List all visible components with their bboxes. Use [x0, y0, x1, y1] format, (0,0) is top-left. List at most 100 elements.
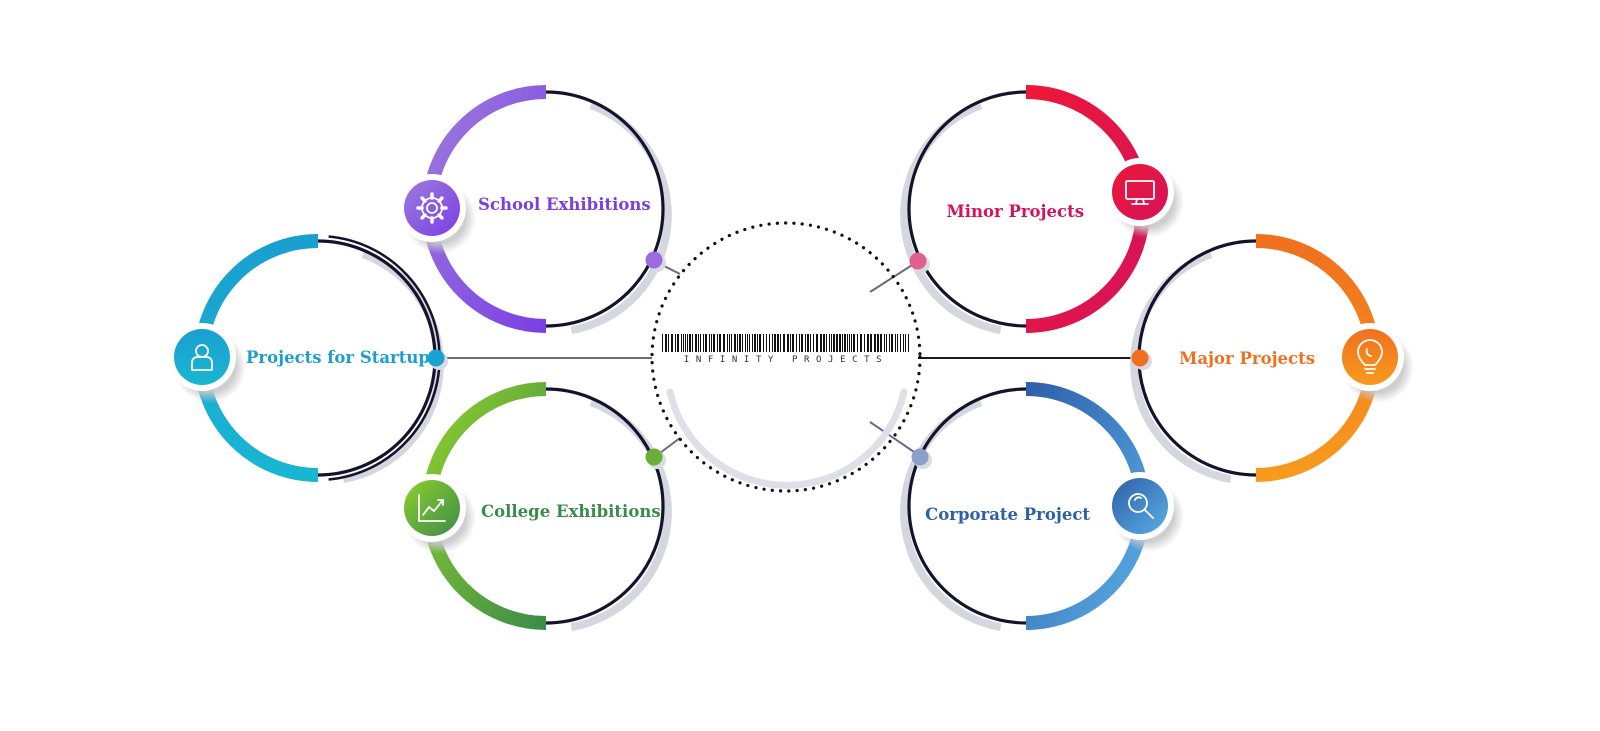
barcode-bar	[774, 334, 776, 352]
connector-dot	[909, 252, 927, 270]
barcode-bar	[860, 334, 862, 352]
barcode-bar	[807, 334, 809, 352]
barcode-bar	[831, 334, 832, 352]
badge-corporate	[1112, 478, 1168, 534]
barcode-bar	[734, 334, 736, 352]
barcode-bar	[847, 334, 848, 352]
barcode-bar	[820, 334, 822, 352]
barcode-bar	[731, 334, 732, 352]
node-corporate: Corporate Project	[900, 382, 1184, 632]
chart-icon	[418, 494, 446, 522]
barcode-bar	[742, 334, 743, 352]
barcode-bar	[884, 334, 885, 352]
barcode-bar	[713, 334, 715, 352]
center-title: INFINITY PROJECTS	[684, 355, 888, 365]
barcode-bar	[849, 334, 850, 352]
barcode-bar	[895, 334, 896, 352]
barcode-bar	[816, 334, 818, 352]
barcode-bar	[844, 334, 846, 352]
ring-dark	[907, 387, 1027, 625]
barcode-bar	[689, 334, 691, 352]
nodes-layer: School Exhibitions Projects for Startups C…	[168, 85, 1414, 632]
barcode-bar	[700, 334, 701, 352]
barcode-logo	[662, 334, 909, 352]
barcode-bar	[857, 334, 858, 352]
barcode-bar	[772, 334, 773, 352]
barcode-bar	[783, 334, 785, 352]
center-dotted-ring	[650, 221, 922, 493]
barcode-bar	[671, 334, 673, 352]
gear-icon	[416, 192, 448, 224]
barcode-bar	[665, 334, 667, 352]
barcode-bar	[813, 334, 814, 352]
barcode-bar	[851, 334, 852, 352]
barcode-bar	[853, 334, 855, 352]
barcode-bar	[685, 334, 686, 352]
label-college: College Exhibitions	[481, 502, 661, 521]
center-shadow-arc	[666, 388, 908, 489]
barcode-bar	[749, 334, 750, 352]
barcode-bar	[752, 334, 753, 352]
connector-dot	[645, 448, 663, 466]
barcode-bar	[687, 334, 688, 352]
barcode-bar	[900, 334, 901, 352]
barcode-bar	[683, 334, 684, 352]
barcode-bar	[766, 334, 767, 352]
barcode-bar	[717, 334, 718, 352]
barcode-bar	[801, 334, 803, 352]
barcode-bar	[790, 334, 791, 352]
barcode-bar	[695, 334, 697, 352]
ring-dark	[545, 387, 665, 625]
badge-school	[404, 180, 460, 236]
barcode-bar	[662, 334, 663, 352]
node-startups: Projects for Startups	[168, 234, 448, 484]
node-major: Major Projects	[1130, 234, 1414, 484]
node-school: School Exhibitions	[398, 85, 672, 335]
barcode-bar	[737, 334, 738, 352]
barcode-bar	[745, 334, 746, 352]
label-school: School Exhibitions	[478, 195, 651, 214]
badge-major	[1342, 329, 1398, 385]
barcode-bar	[810, 334, 811, 352]
barcode-bar	[864, 334, 865, 352]
barcode-bar	[903, 334, 904, 352]
barcode-bar	[705, 334, 707, 352]
barcode-bar	[757, 334, 758, 352]
node-minor: Minor Projects	[900, 85, 1184, 335]
barcode-bar	[891, 334, 893, 352]
barcode-bar	[905, 334, 906, 352]
barcode-bar	[777, 334, 779, 352]
barcode-bar	[787, 334, 789, 352]
barcode-bar	[677, 334, 679, 352]
connector-corporate	[869, 421, 921, 457]
center-hub: INFINITY PROJECTS	[650, 221, 922, 493]
barcode-bar	[799, 334, 800, 352]
barcode-bar	[908, 334, 909, 352]
barcode-bar	[826, 334, 827, 352]
node-college: College Exhibitions	[398, 382, 672, 632]
connector-dot	[645, 251, 663, 269]
magnifier-icon	[1128, 493, 1154, 519]
barcode-bar	[747, 334, 748, 352]
label-minor: Minor Projects	[946, 202, 1084, 221]
barcode-bar	[754, 334, 756, 352]
barcode-bar	[719, 334, 721, 352]
badge-college	[404, 480, 460, 536]
barcode-bar	[692, 334, 693, 352]
barcode-bar	[780, 334, 781, 352]
barcode-bar	[763, 334, 764, 352]
barcode-bar	[698, 334, 699, 352]
barcode-bar	[723, 334, 725, 352]
barcode-bar	[870, 334, 872, 352]
barcode-bar	[842, 334, 843, 352]
barcode-bar	[739, 334, 741, 352]
barcode-bar	[727, 334, 728, 352]
barcode-bar	[829, 334, 830, 352]
barcode-bar	[711, 334, 712, 352]
barcode-bar	[889, 334, 890, 352]
barcode-bar	[703, 334, 704, 352]
barcode-bar	[833, 334, 835, 352]
barcode-bar	[880, 334, 882, 352]
